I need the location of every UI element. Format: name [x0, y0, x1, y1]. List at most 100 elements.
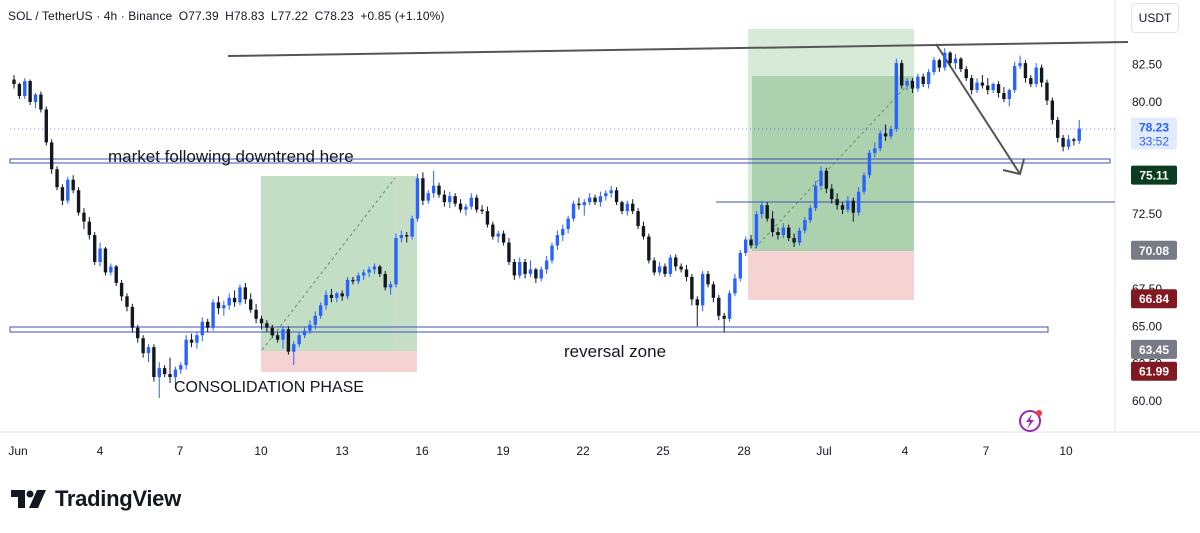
- price-label-value: 70.08: [1139, 244, 1169, 258]
- candle-up: [743, 239, 748, 253]
- candle-up: [566, 218, 570, 230]
- price-label-value: 61.99: [1139, 365, 1169, 379]
- candle-down: [405, 235, 409, 237]
- price-tick-label: 80.00: [1132, 95, 1162, 109]
- candle-down: [130, 306, 135, 328]
- candle-down: [840, 205, 845, 210]
- candle-up: [598, 196, 603, 203]
- candle-up: [700, 273, 705, 306]
- time-tick-label: 22: [576, 444, 590, 458]
- candle-down: [706, 273, 710, 285]
- candle-up: [808, 208, 812, 221]
- candle-down: [76, 190, 81, 213]
- candle-down: [770, 218, 775, 233]
- candle-up: [297, 335, 301, 345]
- symbol-header: SOL / TetherUS · 4h · Binance O77.39 H78…: [8, 9, 448, 23]
- candle-up: [222, 305, 226, 309]
- candle-down: [1023, 63, 1028, 79]
- time-tick-label: 7: [177, 444, 184, 458]
- annotation-reversal-zone[interactable]: reversal zone: [564, 342, 666, 361]
- candle-up: [179, 365, 183, 370]
- candle-down: [614, 190, 619, 203]
- candle-down: [421, 178, 425, 201]
- price-label-value: 63.45: [1139, 343, 1169, 357]
- candle-up: [410, 218, 414, 237]
- candle-up: [539, 269, 543, 279]
- candle-up: [227, 297, 231, 306]
- candle-up: [856, 191, 861, 213]
- candle-down: [1072, 139, 1076, 141]
- candle-down: [695, 299, 699, 306]
- candle-up: [975, 82, 979, 91]
- candle-up: [932, 60, 936, 73]
- annotation-consolidation[interactable]: CONSOLIDATION PHASE: [174, 379, 364, 396]
- price-label-countdown: 33:52: [1139, 134, 1169, 148]
- candle-down: [474, 197, 479, 210]
- candle-up: [281, 329, 285, 340]
- candle-up: [609, 190, 613, 194]
- candle-down: [378, 266, 382, 274]
- candle-down: [453, 196, 457, 204]
- candle-up: [813, 185, 818, 209]
- candle-down: [749, 239, 753, 246]
- candle-down: [641, 226, 646, 237]
- price-tick-label: 82.50: [1132, 58, 1162, 72]
- candle-down: [507, 242, 511, 262]
- long-position-1-loss-zone[interactable]: [261, 351, 417, 372]
- currency-button[interactable]: USDT: [1131, 3, 1179, 33]
- candle-up: [335, 293, 339, 298]
- candle-down: [1002, 93, 1006, 100]
- candle-down: [17, 84, 22, 97]
- candle-down: [249, 299, 253, 310]
- candle-down: [49, 142, 54, 170]
- long-position-1-profit-zone[interactable]: [261, 176, 417, 351]
- candle-down: [765, 205, 769, 219]
- candle-down: [883, 133, 888, 137]
- candle-up: [367, 269, 371, 273]
- candle-up: [238, 287, 242, 303]
- candle-down: [620, 202, 624, 212]
- down-arrow-head: [1002, 158, 1025, 176]
- candle-up: [781, 227, 786, 236]
- candle-up: [1066, 139, 1071, 147]
- candle-up: [426, 193, 430, 201]
- candle-down: [722, 315, 726, 319]
- candle-up: [754, 214, 759, 246]
- candle-down: [491, 224, 495, 237]
- time-tick-label: 7: [983, 444, 990, 458]
- candle-up: [448, 196, 452, 203]
- candle-up: [738, 252, 742, 279]
- upper-trend-line[interactable]: [227, 41, 1129, 57]
- candle-up: [496, 233, 500, 237]
- candle-up: [889, 128, 893, 137]
- candle-down: [663, 266, 667, 274]
- candle-down: [485, 211, 490, 225]
- candle-up: [372, 266, 377, 270]
- candle-down: [340, 293, 344, 297]
- symbol-name[interactable]: SOL / TetherUS · 4h · Binance: [8, 9, 173, 23]
- candle-up: [211, 302, 215, 328]
- candle-up: [846, 200, 850, 210]
- tradingview-brand[interactable]: TradingView: [11, 486, 181, 512]
- candle-up: [916, 76, 920, 89]
- candlestick-series: [12, 48, 1081, 399]
- candle-down: [501, 233, 506, 243]
- annotation-downtrend[interactable]: market following downtrend here: [108, 147, 354, 166]
- candle-down: [948, 52, 952, 64]
- long-position-2-loss-zone[interactable]: [748, 251, 914, 300]
- candle-down: [442, 194, 447, 203]
- candle-up: [518, 261, 522, 276]
- candle-up: [587, 197, 592, 203]
- candle-up: [953, 58, 958, 64]
- down-arrow-shaft[interactable]: [935, 43, 1021, 175]
- candle-up: [415, 178, 420, 219]
- candle-up: [528, 269, 533, 274]
- lightning-icon[interactable]: [1019, 410, 1042, 432]
- candle-up: [324, 294, 328, 306]
- candle-down: [690, 276, 694, 300]
- candle-up: [561, 229, 565, 236]
- candle-down: [28, 81, 32, 102]
- candle-down: [152, 347, 156, 378]
- candle-down: [835, 199, 839, 206]
